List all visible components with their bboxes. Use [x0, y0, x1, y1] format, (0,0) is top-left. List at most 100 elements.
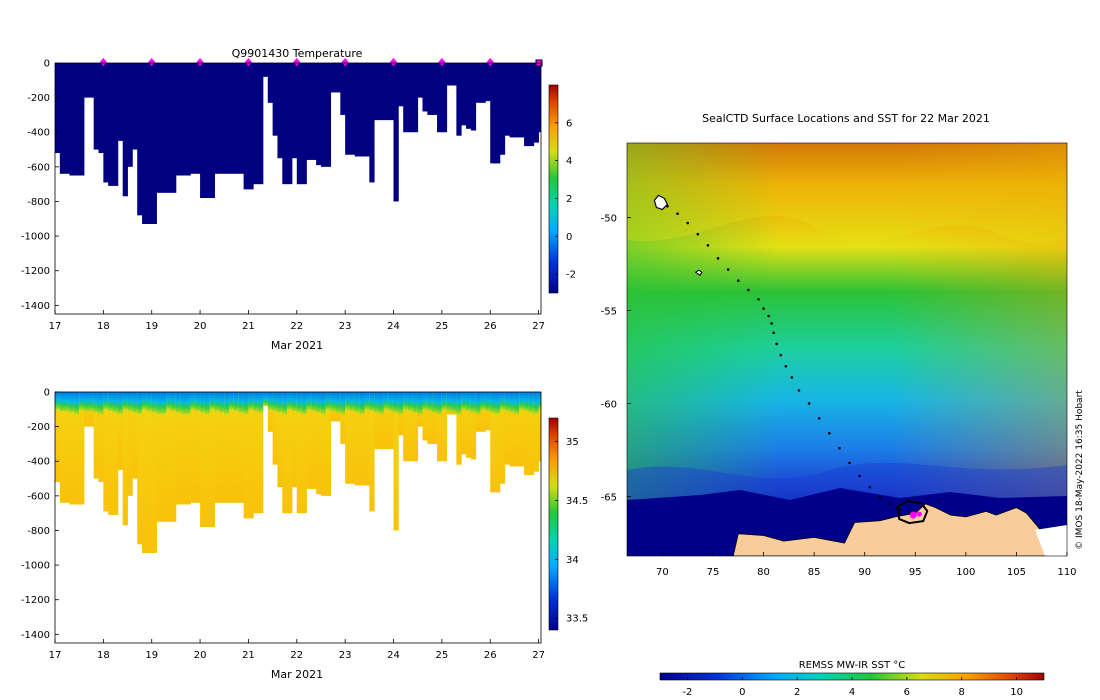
- temperature-profile-bar: [195, 63, 201, 174]
- haulout-cluster: [896, 500, 929, 525]
- salinity-surface-layer: [93, 392, 99, 413]
- salinity-profile-bar: [359, 392, 365, 486]
- salinity-profile-bar: [79, 392, 85, 505]
- temperature-profile-bar: [374, 63, 380, 121]
- x-tick-label: 26: [484, 650, 497, 661]
- track-point: [827, 431, 831, 435]
- temperature-profile-bar: [151, 63, 157, 224]
- salinity-surface-layer: [311, 392, 317, 412]
- salinity-surface-layer: [364, 392, 370, 410]
- map-x-tick-label: 90: [858, 567, 871, 578]
- colorbar-tick-label: 34.5: [566, 496, 588, 507]
- track-point: [716, 257, 720, 260]
- map-x-tick-label: 100: [956, 567, 975, 578]
- y-tick-label: -1200: [21, 595, 50, 606]
- x-tick-label: 21: [242, 321, 255, 332]
- salinity-profile-bar: [117, 392, 124, 470]
- salinity-surface-layer: [98, 392, 104, 415]
- salinity-profile-bar: [74, 392, 80, 505]
- salinity-surface-layer: [398, 392, 404, 415]
- salinity-profile-bar: [146, 392, 153, 553]
- temperature-profile-bar: [461, 63, 467, 126]
- temperature-dive-markers: [99, 58, 543, 67]
- dive-day-marker: [244, 58, 252, 66]
- temperature-profile-bar: [528, 63, 535, 147]
- temperature-profile-bar: [301, 63, 307, 185]
- track-point: [775, 342, 779, 346]
- salinity-surface-layer: [229, 392, 235, 410]
- temperature-dive-profiles: [55, 63, 541, 224]
- sst-field: [627, 143, 1067, 556]
- salinity-surface-layer: [437, 392, 443, 415]
- salinity-surface-layer: [306, 392, 312, 410]
- salinity-surface-layer: [127, 392, 133, 412]
- sst-colorbar-tick-label: -2: [682, 687, 692, 698]
- track-point: [762, 307, 765, 310]
- salinity-surface-layer: [277, 392, 283, 413]
- temperature-profile-bar: [204, 63, 211, 199]
- temperature-profile-bar: [359, 63, 365, 157]
- x-tick-label: 17: [49, 650, 62, 661]
- salinity-surface-layer: [103, 392, 109, 410]
- temperature-x-label: Mar 2021: [271, 339, 323, 352]
- salinity-surface-layer: [117, 392, 124, 415]
- salinity-profile-bar: [480, 392, 486, 432]
- temperature-x-ticks: 17 18 19 20 21 22 23 24 25 26 27: [49, 310, 545, 332]
- temperature-profile-bar: [485, 63, 491, 102]
- track-point: [726, 268, 730, 271]
- temperature-title: Q9901430 Temperature: [232, 47, 363, 60]
- temperature-profile-bar: [393, 63, 399, 202]
- salinity-surface-layer: [335, 392, 341, 413]
- salinity-surface-layer: [69, 392, 75, 413]
- salinity-profile-bar: [461, 392, 467, 455]
- temperature-profile-bar: [190, 63, 196, 174]
- x-tick-label: 25: [435, 650, 448, 661]
- salinity-profile-bar: [233, 392, 240, 503]
- antarctic-land: [732, 503, 1067, 556]
- salinity-profile-bar: [499, 392, 506, 484]
- dive-day-marker: [486, 58, 494, 66]
- salinity-profile-bar: [272, 392, 278, 465]
- temperature-y-ticks: 0 -200 -400 -600 -800 -1000 -1200 -1400: [21, 59, 59, 312]
- salinity-surface-layer: [175, 392, 182, 413]
- temperature-profile-bar: [209, 63, 215, 199]
- temperature-profile-bar: [229, 63, 235, 174]
- salinity-surface-layer: [272, 392, 278, 412]
- y-tick-label: -400: [27, 457, 50, 468]
- salinity-profile-bar: [171, 392, 177, 522]
- salinity-profile-bar: [103, 392, 109, 512]
- salinity-surface-layer: [219, 392, 225, 413]
- temperature-profile-bar: [117, 63, 124, 141]
- salinity-surface-layer: [388, 392, 394, 412]
- track-point: [686, 221, 689, 225]
- salinity-surface-layer: [446, 392, 452, 412]
- x-tick-label: 24: [387, 321, 400, 332]
- temperature-profile-bar: [466, 63, 472, 129]
- salinity-surface-layer: [441, 392, 448, 410]
- salinity-profile-bar: [509, 392, 515, 467]
- temperature-profile-bar: [311, 63, 317, 160]
- sst-map-panel: SealCTD Surface Locations and SST for 22…: [601, 112, 1085, 698]
- dive-day-marker: [99, 58, 107, 66]
- sst-colorbar-tick-label: 10: [1010, 687, 1023, 698]
- salinity-profile-bar: [311, 392, 317, 489]
- salinity-profile-bar: [224, 392, 230, 503]
- temperature-profile-bar: [55, 63, 61, 154]
- temperature-profile-bar: [306, 63, 312, 160]
- x-tick-label: 18: [97, 650, 110, 661]
- temperature-profile-bar: [340, 63, 346, 115]
- salinity-profile-bar: [524, 392, 530, 476]
- salinity-surface-layer: [59, 392, 70, 412]
- salinity-profile-bar: [127, 392, 133, 496]
- track-point: [858, 474, 861, 478]
- salinity-surface-layer: [108, 392, 114, 412]
- map-y-ticks: -50 -55 -60 -65: [601, 213, 631, 503]
- temperature-profile-bar: [248, 63, 254, 190]
- dive-day-marker: [390, 58, 398, 66]
- salinity-profile-bar: [195, 392, 201, 503]
- temperature-profile-bar: [417, 63, 423, 98]
- salinity-surface-layer: [316, 392, 322, 413]
- temperature-profile-bar: [335, 63, 341, 93]
- temperature-profile-bar: [296, 63, 303, 185]
- temperature-profile-bar: [509, 63, 515, 138]
